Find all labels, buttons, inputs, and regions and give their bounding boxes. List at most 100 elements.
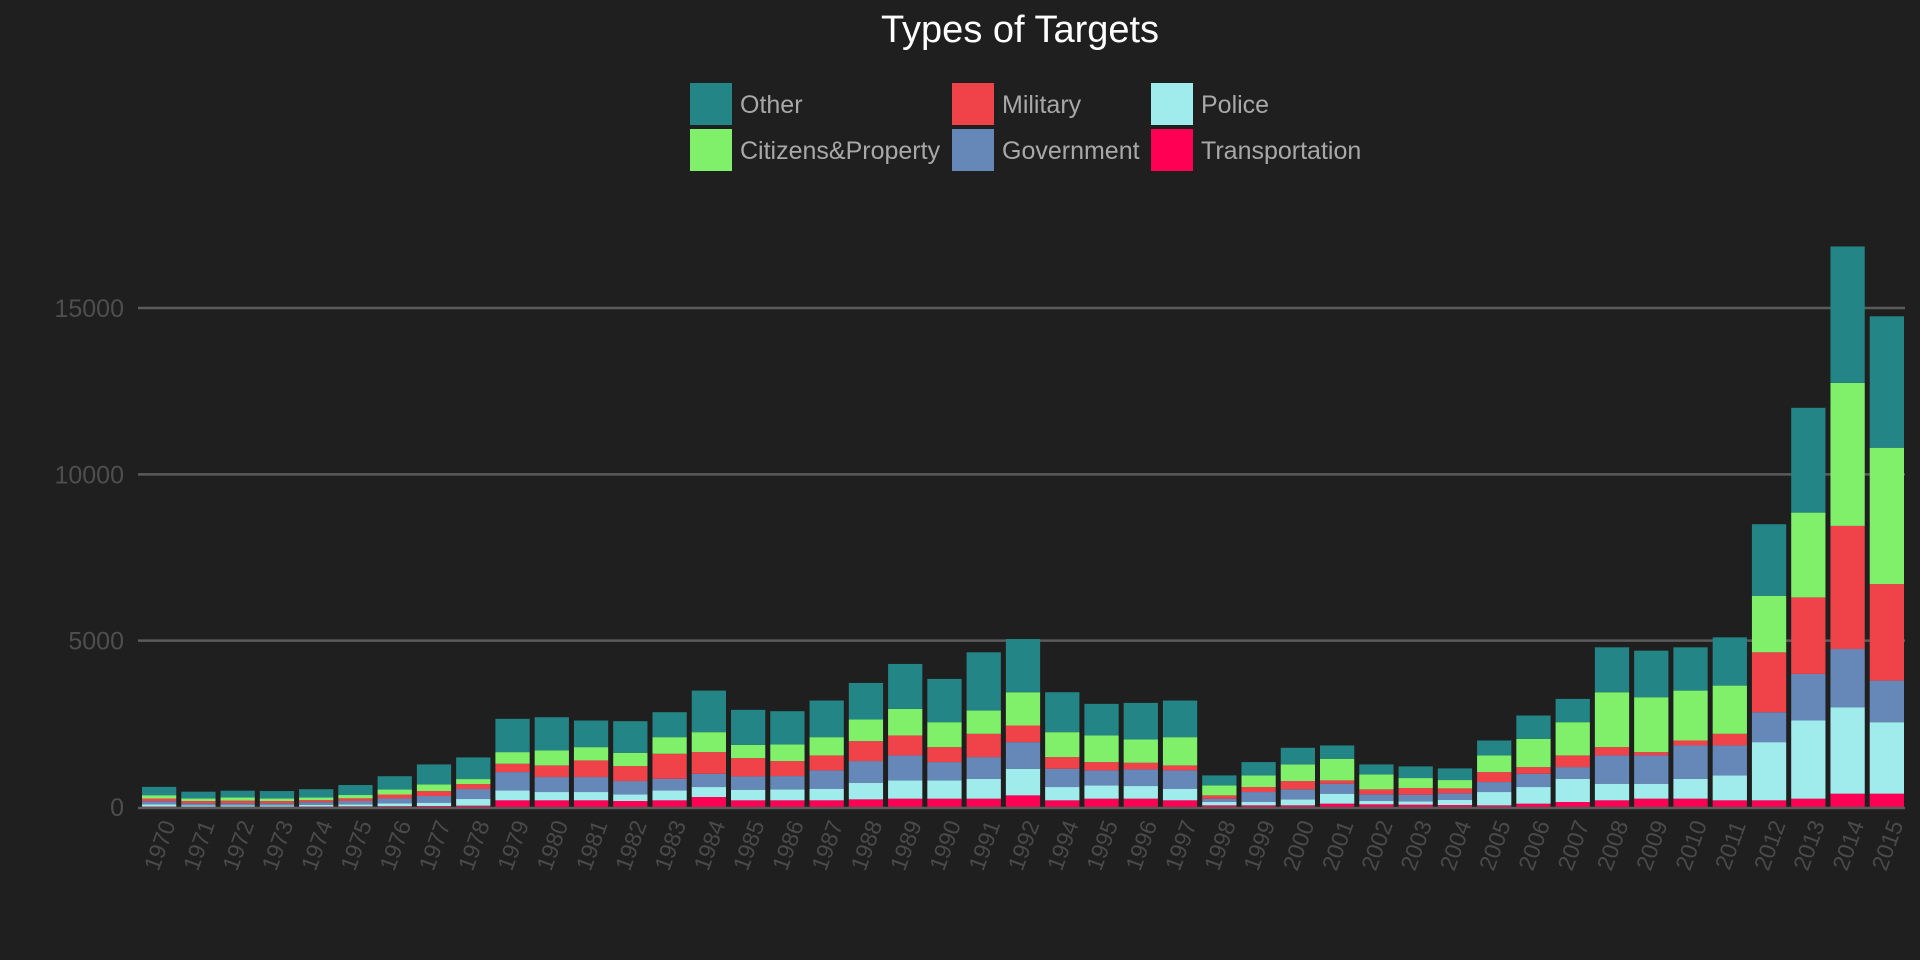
bar-segment [1712, 800, 1747, 807]
bar-segment [966, 710, 1001, 734]
bar-segment [377, 803, 412, 807]
bar-segment [456, 784, 491, 790]
bar-segment [1634, 752, 1669, 756]
bar-segment [299, 797, 334, 801]
bar-segment [731, 789, 766, 801]
bar-segment [1045, 800, 1080, 807]
bar-segment [652, 800, 687, 807]
bar-segment [1830, 525, 1865, 649]
bar-segment [142, 795, 177, 799]
bar-segment [1202, 802, 1237, 806]
bar-segment [338, 785, 373, 796]
bar-segment [966, 798, 1001, 807]
bar-segment [1830, 246, 1865, 383]
bar-segment [299, 804, 334, 807]
legend-label: Military [1002, 91, 1082, 119]
bar-segment [1398, 804, 1433, 807]
bar-segment [770, 744, 805, 762]
bar-segment [1123, 798, 1158, 807]
x-tick-label: 1986 [767, 817, 809, 874]
bar-segment [1045, 757, 1080, 769]
bar-segment [1398, 794, 1433, 802]
x-tick-label: 2015 [1866, 817, 1908, 874]
x-tick-label: 1977 [414, 817, 456, 874]
bar-segment [1791, 720, 1826, 799]
bar-segment [1162, 770, 1198, 789]
x-tick-label: 1976 [374, 817, 416, 874]
x-tick-label: 1991 [963, 817, 1005, 874]
bar-segment [220, 800, 255, 804]
bar-segment [927, 762, 962, 781]
bar-segment [1320, 793, 1355, 804]
bar-segment [1869, 793, 1904, 807]
bar-segment [1398, 801, 1433, 805]
bar-segment [338, 804, 373, 807]
bar-segment [1634, 650, 1669, 698]
bar-segment [1555, 802, 1590, 807]
bar-segment [848, 719, 884, 742]
bar-segment [495, 718, 530, 753]
bar-segment [1555, 767, 1590, 779]
bar-segment [848, 741, 884, 762]
legend-swatch [690, 129, 732, 171]
bar-segment [770, 789, 805, 801]
bar-segment [1437, 805, 1473, 807]
bar-segment [1673, 745, 1708, 779]
chart-title: Types of Targets [881, 9, 1159, 51]
bar-segment [809, 755, 844, 771]
x-tick-label: 2012 [1749, 817, 1791, 874]
bar-segment [142, 798, 177, 802]
bar-segment [1005, 692, 1041, 726]
bar-segment [1202, 798, 1237, 803]
bar-segment [1634, 697, 1669, 753]
bar-segment [1398, 788, 1433, 795]
bar-segment [1477, 772, 1512, 783]
x-tick-label: 1974 [296, 817, 338, 874]
bar-segment [416, 791, 452, 797]
bar-segment [456, 757, 491, 780]
bar-segment [1791, 673, 1826, 721]
bar-segment [1712, 637, 1747, 686]
bar-segment [1202, 795, 1237, 799]
bar-segment [731, 800, 766, 807]
x-tick-label: 1982 [610, 817, 652, 874]
bar-segment [1320, 780, 1355, 784]
bar-segment [691, 797, 726, 807]
bar-segment [299, 789, 334, 798]
legend-label: Transportation [1201, 137, 1361, 165]
bar-segment [1320, 758, 1355, 781]
bar-segment [927, 747, 962, 763]
bar-segment [1280, 799, 1315, 806]
bar-segment [1673, 690, 1708, 741]
bar-segment [573, 747, 609, 761]
bar-segment [1555, 722, 1590, 756]
bar-segment [1359, 804, 1394, 807]
legend-swatch [690, 83, 732, 125]
x-tick-label: 2007 [1552, 817, 1594, 874]
y-tick-label: 5000 [68, 628, 124, 656]
x-tick-label: 1975 [335, 817, 377, 874]
bar-segment [809, 700, 844, 738]
x-tick-label: 1978 [453, 817, 495, 874]
bar-segment [691, 787, 726, 798]
x-tick-label: 1984 [688, 817, 730, 874]
bar-segment [338, 795, 373, 799]
legend-swatch [1151, 129, 1193, 171]
bar-segment [1477, 755, 1512, 773]
bar-segment [888, 780, 923, 799]
bar-segment [1516, 738, 1551, 768]
bar-segment [888, 735, 923, 756]
y-tick-label: 15000 [54, 295, 124, 323]
bar-segment [1084, 703, 1119, 736]
bar-segment [1359, 774, 1394, 790]
bar-segment [1241, 787, 1276, 793]
bar-segment [495, 772, 530, 791]
bar-segment [1594, 755, 1630, 784]
x-tick-label: 1987 [806, 817, 848, 874]
bar-segment [652, 737, 687, 754]
bar-segment [1123, 769, 1158, 787]
bar-segment [495, 752, 530, 764]
bar-segment [573, 760, 609, 778]
bar-segment [1751, 800, 1787, 807]
